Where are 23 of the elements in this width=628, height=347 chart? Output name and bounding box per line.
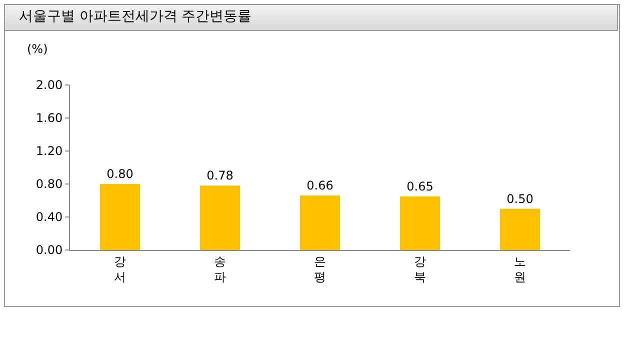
y-axis-title: (%) — [27, 42, 48, 56]
x-tick-label: 강서 — [114, 254, 126, 284]
bar — [400, 196, 440, 250]
bar — [300, 196, 340, 250]
y-tick-label: 0.80 — [36, 177, 63, 192]
x-tick-label: 은평 — [314, 254, 326, 284]
bar — [100, 184, 140, 250]
y-tick-label: 2.00 — [36, 78, 63, 92]
x-tick-label: 노원 — [514, 254, 526, 284]
data-label: 0.50 — [506, 192, 534, 206]
data-label: 0.66 — [306, 178, 334, 193]
y-tick-label: 0.00 — [36, 243, 63, 258]
data-label: 0.78 — [206, 168, 234, 183]
bar — [500, 208, 540, 250]
chart-title: 서울구별 아파트전세가격 주간변동률 — [18, 8, 252, 25]
x-tick-label: 강북 — [414, 254, 426, 284]
data-label: 0.65 — [406, 179, 434, 194]
y-tick-label: 1.20 — [36, 144, 63, 158]
data-label: 0.80 — [106, 167, 134, 181]
y-tick-label: 0.40 — [36, 210, 63, 224]
x-tick-label: 송파 — [214, 254, 226, 284]
y-tick-label: 1.60 — [36, 111, 63, 126]
bar — [200, 186, 240, 250]
